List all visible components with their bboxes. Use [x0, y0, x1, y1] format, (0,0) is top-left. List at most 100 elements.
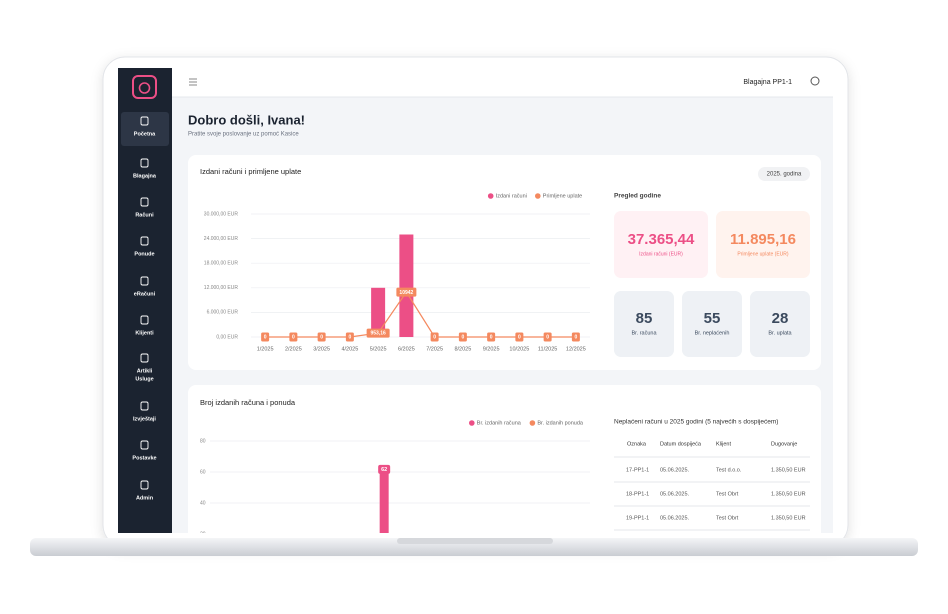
register-name[interactable]: Blagajna PP1-1: [743, 79, 792, 86]
kpi-label: Izdani računi (EUR): [639, 251, 683, 257]
table-header: Datum dospijeća: [660, 441, 702, 447]
nav-label[interactable]: Usluge: [135, 376, 153, 382]
user-icon[interactable]: [810, 76, 820, 86]
bar-label-bg: [378, 464, 391, 474]
table-header: Klijent: [716, 441, 731, 447]
point-label: 0: [348, 335, 351, 341]
overview-title: Pregled godine: [614, 193, 661, 200]
table-header: Oznaka: [627, 441, 647, 447]
point-label-bg: [458, 332, 467, 342]
legend-label: Br. izdanih računa: [477, 420, 522, 426]
point-label: 0: [292, 335, 295, 341]
point-label-bg: [366, 328, 390, 338]
card: [188, 385, 821, 533]
y-tick-label: 30.000,00 EUR: [204, 211, 239, 217]
table-title: Neplaćeni računi u 2025 godini (5 najveć…: [614, 419, 778, 426]
count-value: 85: [636, 310, 653, 327]
topbar: [172, 68, 833, 97]
chart-title: Broj izdanih računa i ponuda: [200, 398, 296, 407]
nav-label[interactable]: Računi: [135, 212, 154, 218]
table-cell: Test d.o.o.: [716, 467, 742, 473]
y-tick-label: 18.000,00 EUR: [204, 261, 239, 267]
x-tick-label: 4/2025: [341, 346, 358, 352]
x-tick-label: 2/2025: [285, 346, 302, 352]
y-tick-label: 0,00 EUR: [216, 334, 238, 340]
point-label: 0: [518, 335, 521, 341]
x-tick-label: 6/2025: [398, 346, 415, 352]
greeting-subtitle: Pratite svoje poslovanje uz pomoć Kasice: [188, 132, 299, 138]
bar: [379, 468, 389, 533]
table-cell: Test Obrt: [716, 515, 739, 521]
nav-label[interactable]: Ponude: [134, 251, 154, 257]
nav-label[interactable]: Admin: [136, 495, 154, 501]
point-label-bg: [487, 332, 496, 342]
count-label: Br. neplaćenih: [695, 330, 730, 336]
nav-label[interactable]: Blagajna: [133, 173, 157, 179]
count-label: Br. računa: [631, 330, 657, 336]
legend-swatch: [487, 193, 494, 199]
nav-icon: [140, 353, 149, 363]
point-label: 0: [264, 335, 267, 341]
point-label-bg: [430, 332, 439, 342]
bar: [399, 234, 414, 337]
screen: Blagajna PP1-1 Dobro došli, Ivana! Prati…: [118, 68, 833, 537]
greeting: Dobro došli, Ivana!: [188, 112, 305, 127]
menu-button[interactable]: [189, 78, 197, 86]
nav-icon: [140, 276, 149, 286]
y-tick-label: 20: [200, 531, 206, 537]
point-label: 0: [320, 335, 323, 341]
point-label: 10942: [399, 290, 413, 296]
bar-label: 62: [381, 467, 387, 473]
legend-label: Primljene uplate: [543, 193, 582, 199]
table-cell: 19-PP1-1: [626, 515, 649, 521]
line: [265, 291, 576, 338]
x-tick-label: 10/2025: [509, 346, 529, 352]
legend-swatch: [529, 420, 536, 426]
nav-label[interactable]: Izvještaji: [133, 416, 156, 422]
table-cell: 1.350,50 EUR: [771, 491, 806, 497]
nav-label[interactable]: eRačuni: [134, 291, 156, 297]
kpi-value: 11.895,16: [730, 231, 796, 248]
kpi-card: [614, 211, 708, 278]
table-cell: 05.06.2025.: [660, 467, 690, 473]
x-tick-label: 9/2025: [483, 346, 500, 352]
legend-swatch: [535, 193, 541, 199]
count-value: 55: [704, 310, 721, 327]
logo[interactable]: [132, 75, 157, 99]
year-badge-label: 2025. godina: [767, 172, 802, 178]
point-label-bg: [396, 287, 417, 297]
chart-title: Izdani računi i primljene uplate: [200, 167, 301, 176]
count-label: Br. uplata: [768, 330, 792, 336]
kpi-label: Primljene uplate (EUR): [737, 251, 788, 257]
nav-label[interactable]: Postavke: [132, 455, 156, 461]
point-label: 0: [574, 335, 577, 341]
point-label: 0: [490, 335, 493, 341]
x-tick-label: 12/2025: [566, 346, 586, 352]
nav-active: [121, 112, 169, 146]
point-label: 0: [461, 335, 464, 341]
nav-label[interactable]: Artikli: [137, 368, 153, 374]
count-value: 28: [772, 310, 789, 327]
table-cell: 05.06.2025.: [660, 515, 690, 521]
nav-icon: [140, 480, 149, 490]
nav-label[interactable]: Početna: [134, 131, 156, 137]
point-label-bg: [317, 332, 326, 342]
kpi-value: 37.365,44: [628, 231, 695, 248]
laptop-base: [30, 538, 918, 556]
point-label-bg: [543, 332, 552, 342]
kpi-card: [716, 211, 810, 278]
x-tick-label: 5/2025: [370, 346, 387, 352]
count-card: [750, 291, 810, 357]
nav-icon: [140, 315, 149, 325]
table-cell: Test Obrt: [716, 491, 739, 497]
x-tick-label: 3/2025: [313, 346, 330, 352]
point-label: 953,16: [370, 331, 386, 337]
logo-mark: [138, 82, 151, 94]
bar: [371, 287, 386, 337]
nav-label[interactable]: Klijenti: [135, 330, 154, 336]
year-badge[interactable]: [758, 167, 810, 181]
table-cell: 17-PP1-1: [626, 467, 649, 473]
count-card: [614, 291, 674, 357]
